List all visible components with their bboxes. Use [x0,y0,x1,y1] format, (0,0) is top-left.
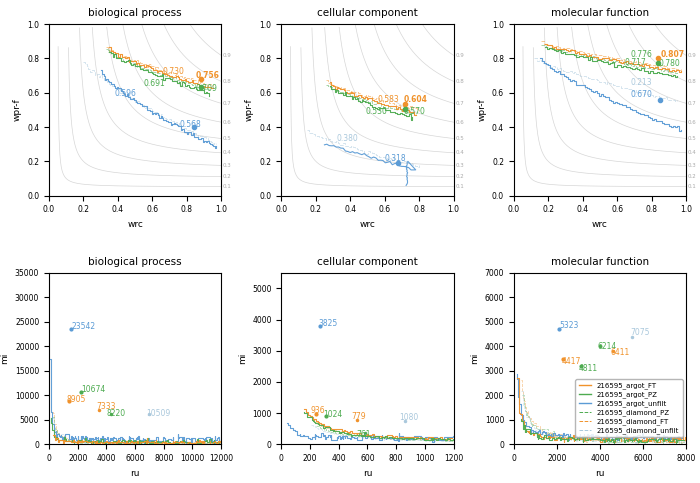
Text: 0.530: 0.530 [366,107,388,116]
X-axis label: wrc: wrc [592,220,608,229]
Y-axis label: mi: mi [0,353,9,364]
Text: 0.4: 0.4 [455,150,464,156]
Text: 0.596: 0.596 [114,89,136,98]
Text: 779: 779 [351,412,366,421]
Text: 0.7: 0.7 [223,101,232,106]
Text: 5323: 5323 [559,321,578,330]
Text: 0.5: 0.5 [455,136,464,141]
Y-axis label: mi: mi [237,353,246,364]
X-axis label: wrc: wrc [360,220,375,229]
Text: 10509: 10509 [146,410,171,418]
Text: 0.8: 0.8 [455,79,464,84]
Text: 0.6: 0.6 [223,120,232,125]
Text: 3825: 3825 [318,319,338,328]
Text: 4811: 4811 [578,364,598,373]
Title: biological process: biological process [88,8,182,18]
Text: 0.3: 0.3 [687,163,696,168]
Text: 0.2: 0.2 [223,174,232,179]
Text: 0.7: 0.7 [455,101,464,106]
Text: 0.1: 0.1 [455,184,464,189]
Y-axis label: wpr-f: wpr-f [13,99,22,121]
Text: 0.8: 0.8 [687,79,696,84]
Text: 0.9: 0.9 [223,53,232,58]
Text: 0.318: 0.318 [385,154,406,162]
Text: 0.776: 0.776 [631,50,653,59]
Text: 8220: 8220 [106,410,125,418]
Y-axis label: wpr-f: wpr-f [245,99,254,121]
Text: 0.8: 0.8 [223,79,232,84]
Text: 0.2: 0.2 [455,174,464,179]
Text: 0.380: 0.380 [337,134,358,143]
Legend: 216595_argot_FT, 216595_argot_PZ, 216595_argot_unfilt, 216595_diamond_PZ, 216595: 216595_argot_FT, 216595_argot_PZ, 216595… [575,379,682,438]
Title: biological process: biological process [88,256,182,267]
Text: 0.583: 0.583 [378,95,400,104]
Y-axis label: wpr-f: wpr-f [477,99,486,121]
Text: 0.730: 0.730 [162,67,185,76]
X-axis label: ru: ru [595,469,605,478]
Text: 0.5: 0.5 [687,136,696,141]
Text: 0.7: 0.7 [687,101,696,106]
Text: 0.9: 0.9 [455,53,464,58]
Text: 7333: 7333 [97,402,116,411]
X-axis label: ru: ru [363,469,372,478]
Text: 4417: 4417 [561,356,580,366]
Text: 1080: 1080 [399,413,419,422]
Text: 6214: 6214 [598,342,617,351]
Text: 0.717: 0.717 [624,58,646,67]
Text: 0.3: 0.3 [223,163,232,168]
Text: 0.3: 0.3 [455,163,464,168]
Text: 0.6: 0.6 [687,120,696,125]
Text: 0.9: 0.9 [687,53,696,58]
Text: 0.5: 0.5 [223,136,232,141]
Text: 0.4: 0.4 [687,150,696,156]
Text: 0.1: 0.1 [223,184,232,189]
Text: 1024: 1024 [323,410,342,419]
Text: 8905: 8905 [66,395,85,404]
Text: 23542: 23542 [71,322,95,331]
Text: 0.213: 0.213 [631,78,652,87]
Title: cellular component: cellular component [317,8,418,18]
Title: molecular function: molecular function [551,256,649,267]
Text: 936: 936 [310,406,325,415]
Text: 0.670: 0.670 [631,90,653,99]
Text: 0.568: 0.568 [180,120,202,129]
Text: 0.807: 0.807 [660,50,685,59]
Text: 0.709: 0.709 [195,84,217,93]
Text: 7075: 7075 [630,328,650,337]
Text: 761: 761 [356,430,370,439]
Text: 0.604: 0.604 [404,95,428,104]
Text: 0.570: 0.570 [404,107,426,116]
Text: 6411: 6411 [610,348,630,357]
Text: 0.780: 0.780 [659,59,680,68]
Text: 0.1: 0.1 [687,184,696,189]
Text: 0.6: 0.6 [455,120,464,125]
Text: 0.691: 0.691 [144,79,165,88]
Y-axis label: mi: mi [470,353,479,364]
Title: molecular function: molecular function [551,8,649,18]
X-axis label: wrc: wrc [127,220,143,229]
Text: 0.4: 0.4 [223,150,232,156]
Text: 0.756: 0.756 [195,71,219,80]
Text: 10674: 10674 [81,385,106,394]
Text: 0.2: 0.2 [687,174,696,179]
Title: cellular component: cellular component [317,256,418,267]
X-axis label: ru: ru [130,469,140,478]
